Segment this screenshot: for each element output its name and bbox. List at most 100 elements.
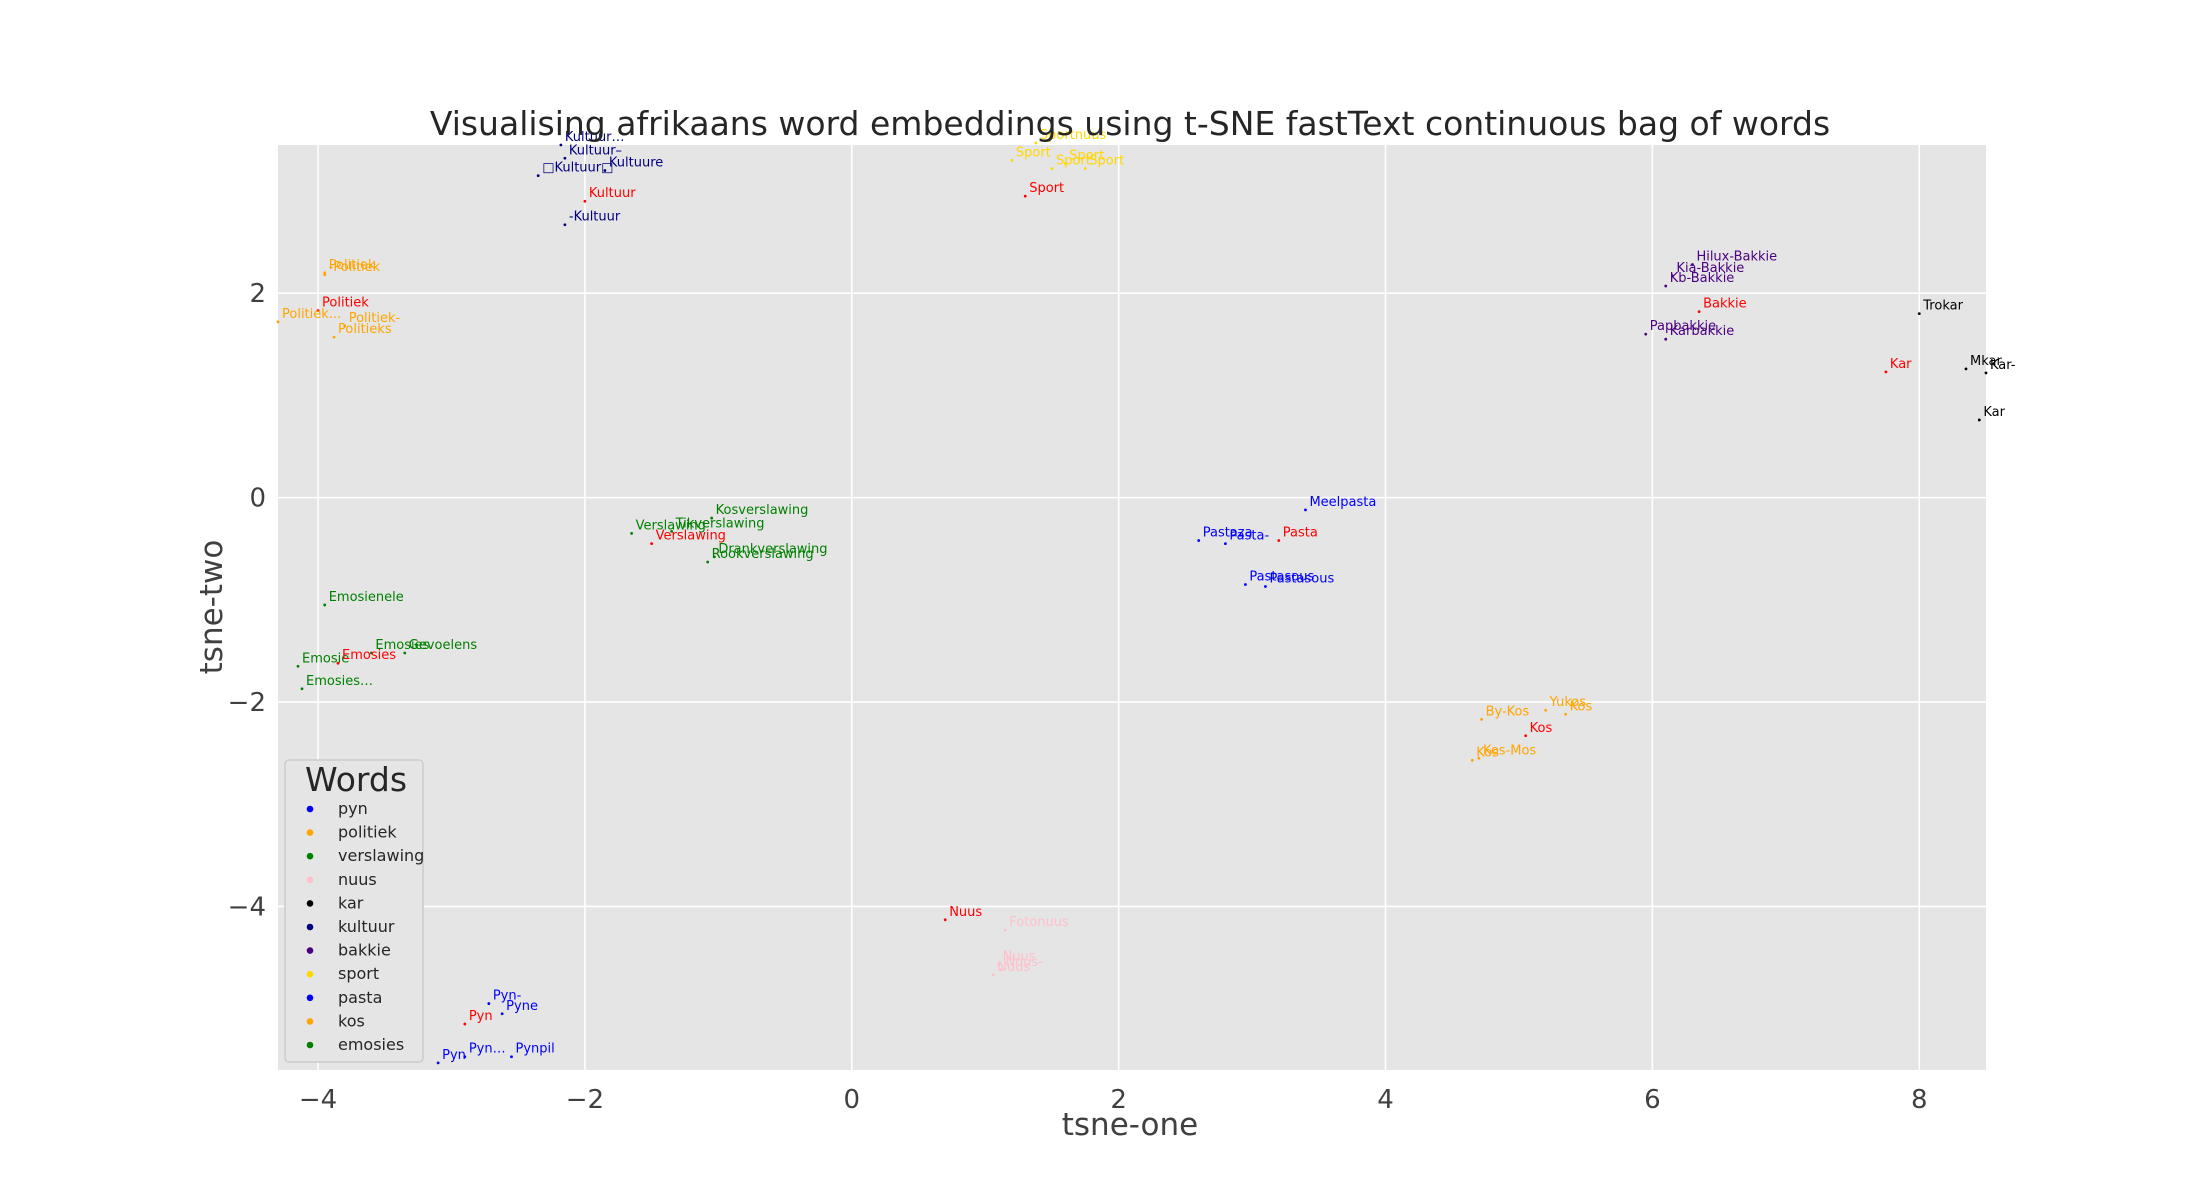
data-point xyxy=(343,324,347,328)
legend-marker xyxy=(306,805,314,813)
point-label: Nuus xyxy=(997,960,1030,975)
data-point xyxy=(1083,167,1087,170)
data-point xyxy=(370,651,373,655)
data-point xyxy=(670,529,674,533)
data-point xyxy=(1697,310,1701,314)
data-point xyxy=(650,542,654,546)
point-label: Emosienele xyxy=(329,590,404,605)
data-point xyxy=(603,169,607,172)
point-label: Kosverslawing xyxy=(716,503,809,518)
data-point xyxy=(300,687,304,691)
point-label: Kb-Bakkie xyxy=(1670,271,1735,286)
data-point xyxy=(510,1055,513,1059)
legend-label: verslawing xyxy=(338,846,424,865)
point-label: □Kultuur□ xyxy=(542,161,613,176)
legend-marker xyxy=(306,923,314,931)
point-label: Mkar xyxy=(1970,354,2002,369)
data-point xyxy=(1003,928,1007,932)
data-point xyxy=(323,273,327,277)
point-label: Politieks xyxy=(338,322,392,337)
data-point xyxy=(500,1012,504,1016)
legend-marker xyxy=(306,947,314,954)
legend-entries: pyn politiek verslawing nuus kar kultuur bakki… xyxy=(306,799,424,1054)
point-label: -Politiek xyxy=(329,260,381,275)
point-label: Verslawing xyxy=(656,529,726,544)
data-point xyxy=(316,309,320,312)
data-point xyxy=(436,1061,440,1065)
point-label: By-Kos xyxy=(1486,704,1530,719)
data-point xyxy=(463,1022,467,1026)
legend-marker xyxy=(306,852,314,860)
data-point xyxy=(1664,284,1668,288)
point-label: Pyn xyxy=(469,1009,493,1024)
point-label: Politiek- xyxy=(349,311,401,326)
point-label: Kos-Mos xyxy=(1483,743,1536,758)
data-point xyxy=(563,223,567,227)
data-point xyxy=(563,156,567,160)
point-label: Nuus xyxy=(1003,950,1036,965)
point-label: Emosies xyxy=(375,638,429,653)
data-point xyxy=(1664,337,1668,341)
data-point xyxy=(1644,332,1648,336)
legend-box xyxy=(284,759,424,1063)
data-point xyxy=(332,335,336,339)
legend-marker xyxy=(306,876,314,884)
data-point xyxy=(559,143,563,147)
data-point xyxy=(943,918,947,922)
point-label: Politiek... xyxy=(282,307,341,322)
data-point xyxy=(296,664,300,668)
legend-label: pyn xyxy=(338,799,368,818)
data-point xyxy=(997,963,1000,967)
y-axis-ticks: −4 −2 0 2 xyxy=(228,279,266,922)
data-point xyxy=(1480,718,1484,721)
point-label: Trokar xyxy=(1922,299,1963,314)
point-label: Emosies xyxy=(342,648,396,663)
point-label: -Kultuur xyxy=(569,210,621,225)
point-label: Nuus xyxy=(949,905,982,920)
legend-label: politiek xyxy=(338,823,397,842)
data-point xyxy=(1244,583,1247,586)
data-point xyxy=(583,199,587,203)
data-point xyxy=(999,968,1003,972)
y-tick-label: 0 xyxy=(249,484,266,514)
x-tick-label: 6 xyxy=(1644,1085,1661,1115)
point-label: Yukos xyxy=(1549,695,1587,710)
point-label: Pyn… xyxy=(469,1042,506,1057)
point-label: Drankverslawing xyxy=(718,542,827,557)
point-label: Meelpasta xyxy=(1309,495,1376,510)
data-point xyxy=(463,1055,467,1059)
legend-marker xyxy=(306,1018,314,1025)
legend-marker xyxy=(306,970,314,978)
chart-title: Visualising afrikaans word embeddings us… xyxy=(430,104,1830,143)
legend-label: kar xyxy=(338,893,364,912)
data-point xyxy=(1477,756,1481,760)
point-label: Sportnuus xyxy=(1040,128,1107,143)
point-label: Emosies… xyxy=(306,674,373,689)
point-label: Pastasous xyxy=(1269,572,1334,587)
data-point xyxy=(1544,708,1548,712)
grid-lines xyxy=(278,145,1986,1070)
point-label: Kos xyxy=(1476,745,1499,760)
y-axis-label: tsne-two xyxy=(194,540,230,675)
data-point xyxy=(1264,585,1267,588)
data-point xyxy=(276,320,280,324)
legend-label: kos xyxy=(338,1011,365,1030)
point-label: Karbakkie xyxy=(1670,324,1735,339)
point-label: Kos xyxy=(1530,721,1553,736)
data-point xyxy=(1063,161,1067,165)
point-label: Pyn- xyxy=(493,989,522,1004)
point-label: Politiek xyxy=(322,296,369,311)
data-point xyxy=(630,531,634,535)
point-label: Gevoelens xyxy=(409,638,478,653)
legend-marker xyxy=(306,1041,314,1049)
point-label: Pasta xyxy=(1283,526,1318,541)
legend-marker xyxy=(306,900,314,907)
point-label: Politiek xyxy=(329,258,376,273)
point-label: Hilux-Bakkie xyxy=(1696,250,1777,265)
data-point xyxy=(1034,141,1038,145)
data-point xyxy=(706,560,710,564)
x-tick-label: −2 xyxy=(566,1085,604,1115)
x-tick-label: 8 xyxy=(1911,1085,1928,1115)
